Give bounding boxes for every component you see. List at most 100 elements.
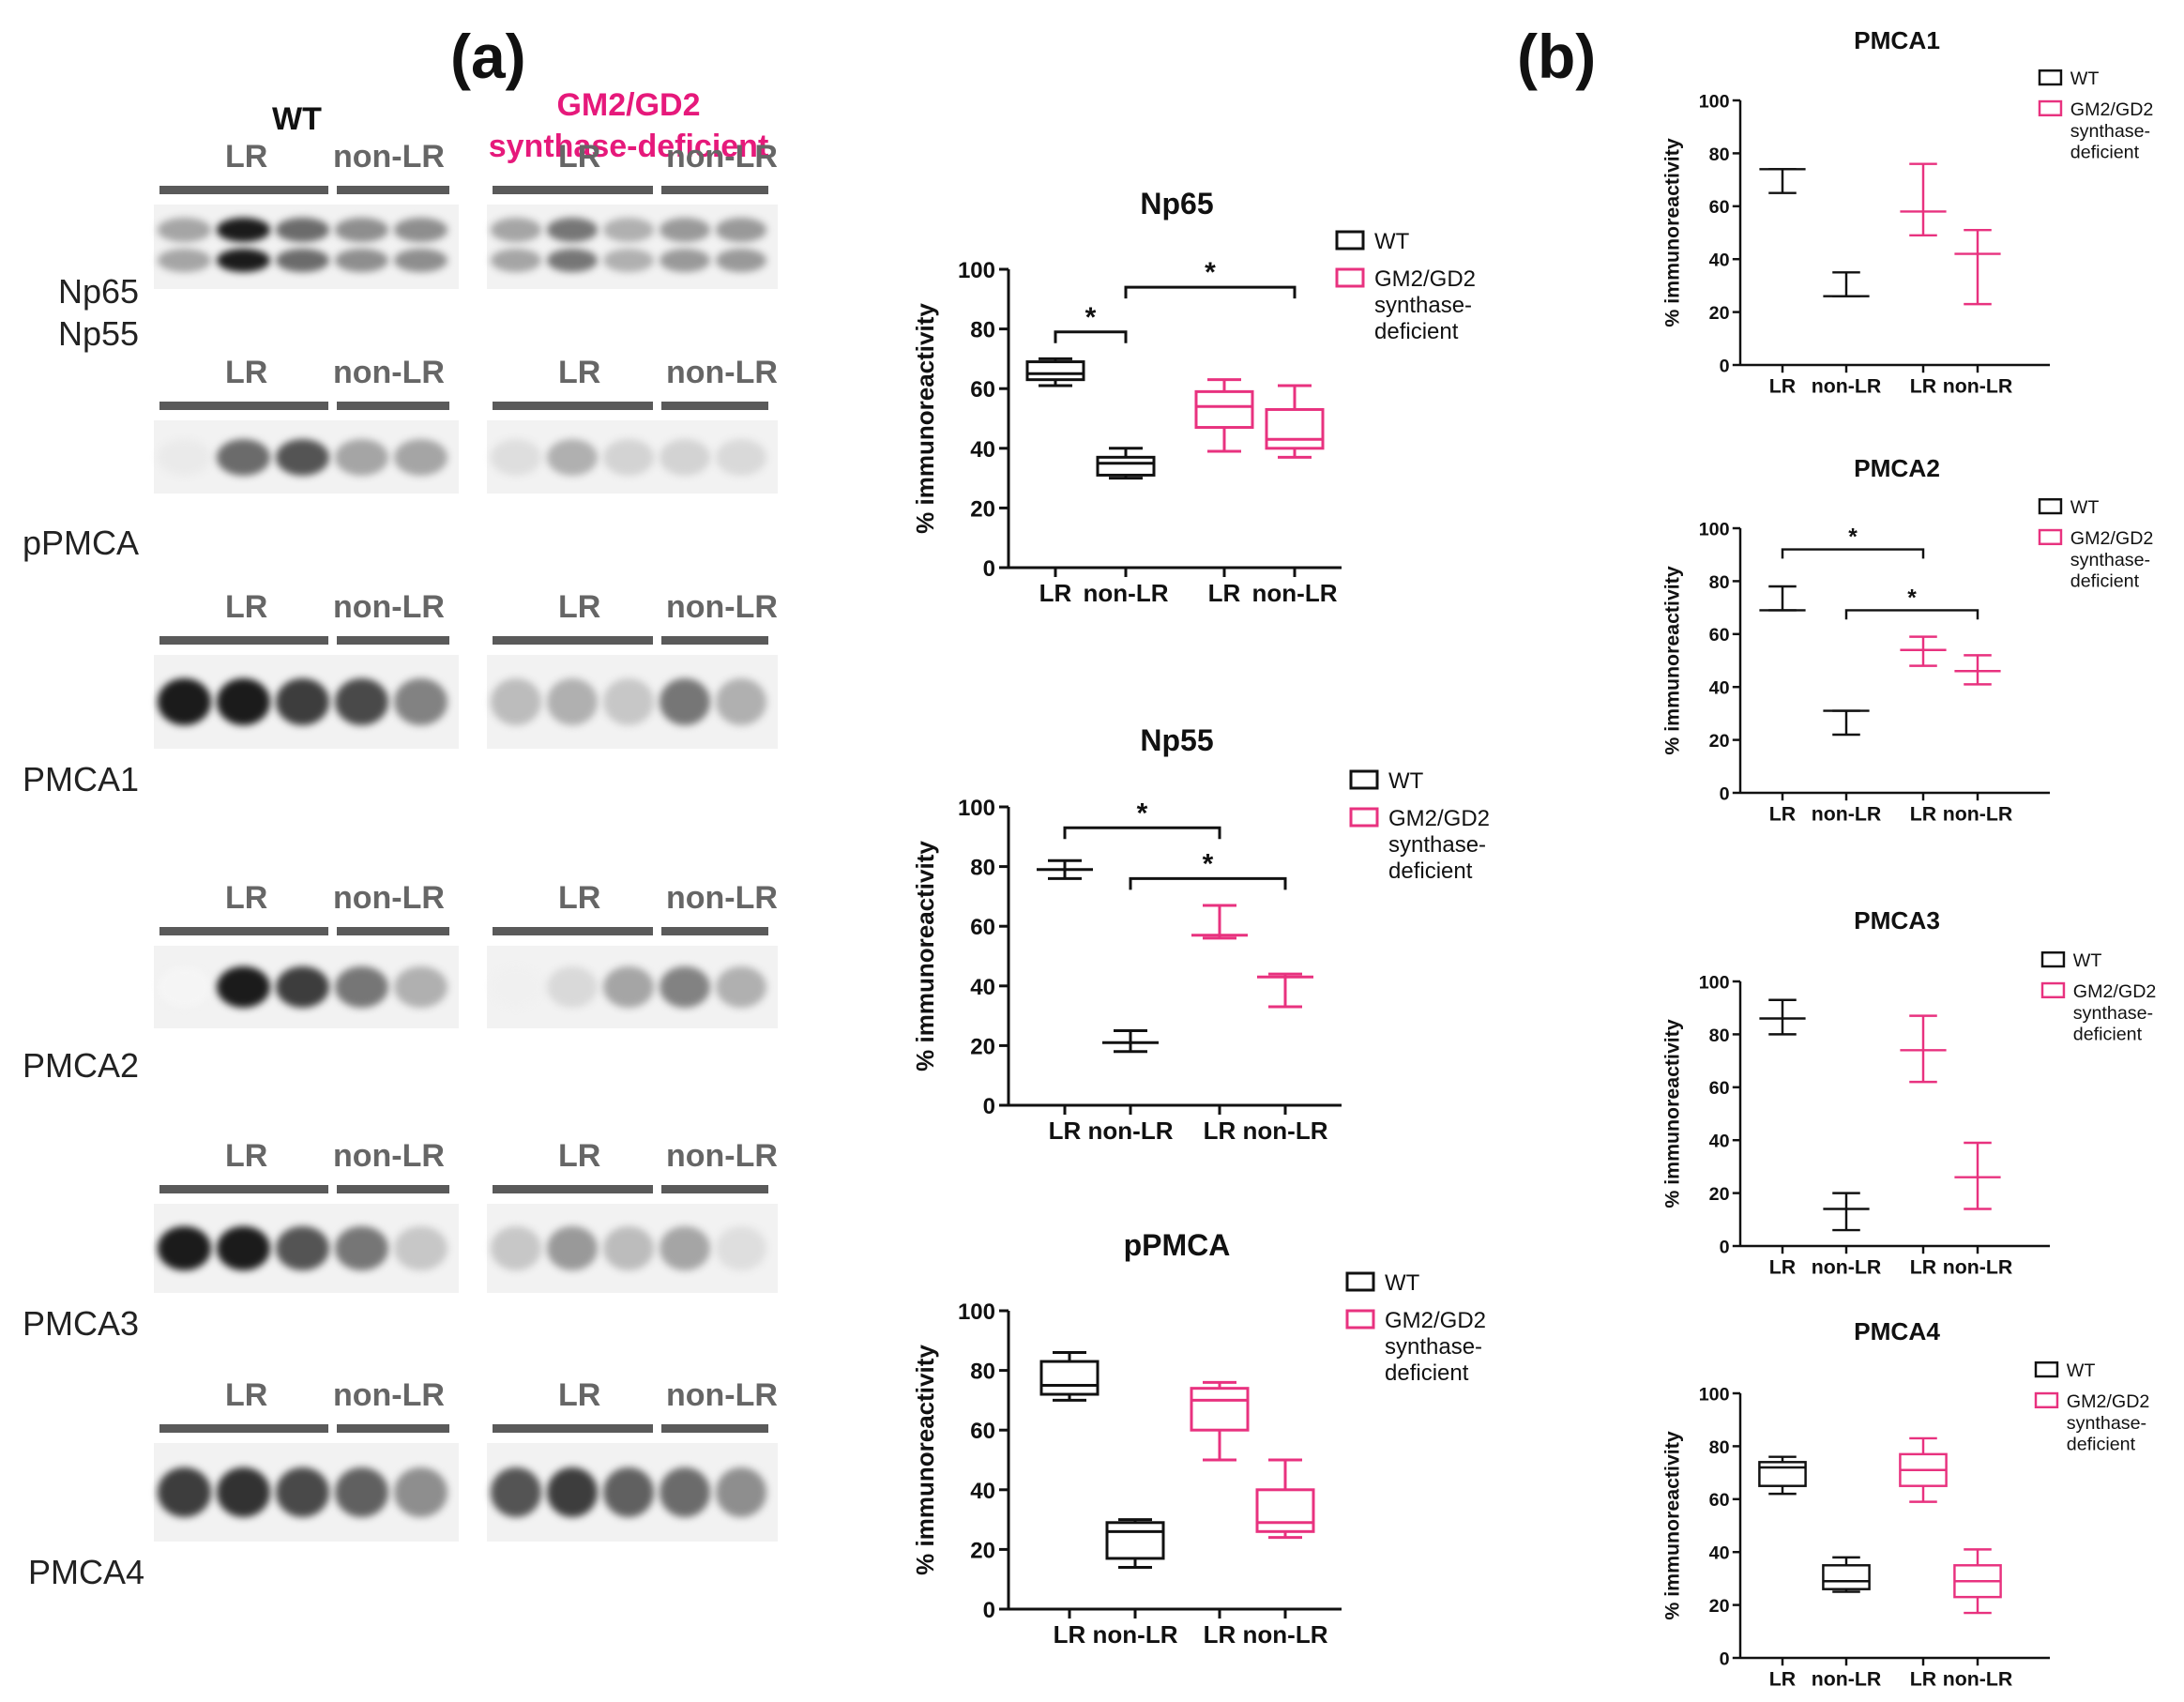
pmca1-y-tick-label: 40 — [1709, 251, 1730, 271]
pmca3-y-label: % immunoreactivity — [1661, 1019, 1683, 1208]
blot-band — [217, 248, 270, 272]
pmca3-x-tick-label: non-LR — [1943, 1256, 2013, 1279]
pmca3-legend-wt-label: WT — [2073, 950, 2102, 971]
blot-band — [158, 438, 211, 476]
blot-band — [335, 248, 388, 272]
np65-title: Np65 — [1140, 187, 1213, 220]
wt-blot — [154, 420, 459, 494]
np65-x-tick-label: non-LR — [1252, 579, 1338, 607]
blot-band — [547, 218, 598, 242]
pmca4-legend-wt-label: WT — [2067, 1360, 2096, 1381]
np55-significance-bracket — [1063, 826, 1221, 840]
np55-title: Np55 — [1140, 723, 1213, 757]
pmca1-legend-ko-label-1: GM2/GD2 — [2070, 99, 2154, 120]
blot-band — [716, 678, 766, 725]
ppmca-legend-wt-swatch — [1345, 1271, 1375, 1292]
pmca4-legend-wt-swatch — [2034, 1361, 2059, 1378]
pmca4-x-tick-label: LR — [1769, 1668, 1796, 1691]
blot-band — [660, 1225, 710, 1271]
pmca2-legend-wt-label: WT — [2070, 497, 2100, 518]
pmca2-y-tick-label: 60 — [1709, 625, 1730, 646]
pmca2-legend-ko-label-3: deficient — [2070, 571, 2140, 592]
ko-lr-title: LR — [558, 589, 601, 625]
np55-x-tick-label: non-LR — [1088, 1117, 1174, 1145]
pmca2-y-tick-label: 100 — [1699, 519, 1730, 539]
blot-protein-label: PMCA4 — [28, 1553, 145, 1591]
ppmca-x-tick-label: LR — [1204, 1620, 1236, 1649]
np55-legend-ko-label-2: synthase- — [1388, 832, 1486, 858]
ko-blot — [487, 420, 778, 494]
blot-band — [547, 248, 598, 272]
wt-lr-title: LR — [225, 355, 268, 390]
np65-x-tick-label: LR — [1208, 579, 1241, 607]
ppmca-legend-wt-label: WT — [1385, 1270, 1420, 1296]
np65-significance-label: * — [1205, 257, 1216, 288]
blot-band — [394, 1225, 447, 1271]
pmca2-x-tick-label: non-LR — [1943, 803, 2013, 826]
np65-significance-label: * — [1085, 302, 1097, 333]
pmca1-y-label: % immunoreactivity — [1661, 138, 1683, 327]
ko-nonlr-bar — [661, 1185, 768, 1193]
blot-band — [491, 966, 541, 1008]
blot-band — [660, 248, 710, 272]
blot-band — [716, 1225, 766, 1271]
blot-band — [491, 438, 541, 476]
ko-nonlr-bar — [661, 927, 768, 935]
pmca4-legend-ko-label-1: GM2/GD2 — [2067, 1391, 2150, 1412]
blot-band — [716, 438, 766, 476]
wt-nonlr-bar — [337, 1424, 449, 1433]
blot-band — [394, 966, 447, 1008]
wt-lr-title: LR — [225, 1138, 268, 1174]
pmca1-legend-wt-label: WT — [2070, 68, 2100, 89]
pmca2-legend-ko-label-2: synthase- — [2070, 550, 2150, 570]
blot-band — [491, 1225, 541, 1271]
blot-band — [603, 678, 654, 725]
blot-band — [335, 678, 388, 725]
blot-band — [660, 218, 710, 242]
blot-band — [276, 1467, 329, 1517]
wt-nonlr-bar — [337, 186, 449, 194]
wt-lr-title: LR — [225, 1377, 268, 1413]
pmca3-y-tick-label: 20 — [1709, 1184, 1730, 1205]
pmca1-legend-ko-label-3: deficient — [2070, 143, 2140, 163]
pmca3-x-tick-label: LR — [1769, 1256, 1796, 1279]
wt-blot — [154, 205, 459, 289]
pmca1-y-tick-label: 100 — [1699, 91, 1730, 112]
np65-significance-bracket — [1054, 330, 1128, 343]
np65-significance-bracket — [1124, 285, 1297, 299]
blot-band — [660, 966, 710, 1008]
np65-legend-wt-label: WT — [1374, 229, 1410, 254]
np65-legend-ko-label-1: GM2/GD2 — [1374, 266, 1476, 292]
ko-blot — [487, 1443, 778, 1542]
ppmca-box — [1190, 1387, 1250, 1432]
blot-band — [660, 1467, 710, 1517]
pmca2-significance-label: * — [1848, 525, 1858, 551]
blot-band — [335, 218, 388, 242]
ko-nonlr-bar — [661, 402, 768, 410]
ppmca-x-tick-label: LR — [1054, 1620, 1086, 1649]
pmca4-y-tick-label: 40 — [1709, 1543, 1730, 1564]
blot-protein-label: PMCA3 — [23, 1304, 140, 1343]
ko-blot — [487, 946, 778, 1028]
blot-header-wt: WT — [272, 101, 322, 137]
pmca1-title: PMCA1 — [1854, 26, 1940, 54]
np65-legend-ko-label-3: deficient — [1374, 319, 1459, 344]
pmca2-title: PMCA2 — [1854, 454, 1940, 482]
blot-band — [394, 438, 447, 476]
ppmca-y-label: % immunoreactivity — [911, 1345, 939, 1575]
pmca3-legend-ko-label-3: deficient — [2073, 1025, 2143, 1045]
ko-nonlr-bar — [661, 186, 768, 194]
np65-box — [1096, 455, 1156, 477]
blot-band — [394, 1467, 447, 1517]
pmca4-y-tick-label: 60 — [1709, 1490, 1730, 1511]
ko-nonlr-title: non-LR — [666, 1138, 778, 1174]
pmca4-y-tick-label: 100 — [1699, 1384, 1730, 1405]
pmca4-x-tick-label: non-LR — [1812, 1668, 1882, 1691]
ko-nonlr-bar — [661, 636, 768, 645]
pmca3-x-tick-label: non-LR — [1812, 1256, 1882, 1279]
wt-blot — [154, 1204, 459, 1293]
pmca1-legend-ko-label-2: synthase- — [2070, 121, 2150, 142]
ppmca-y-tick-label: 20 — [970, 1538, 995, 1563]
np55-significance-label: * — [1203, 848, 1214, 879]
